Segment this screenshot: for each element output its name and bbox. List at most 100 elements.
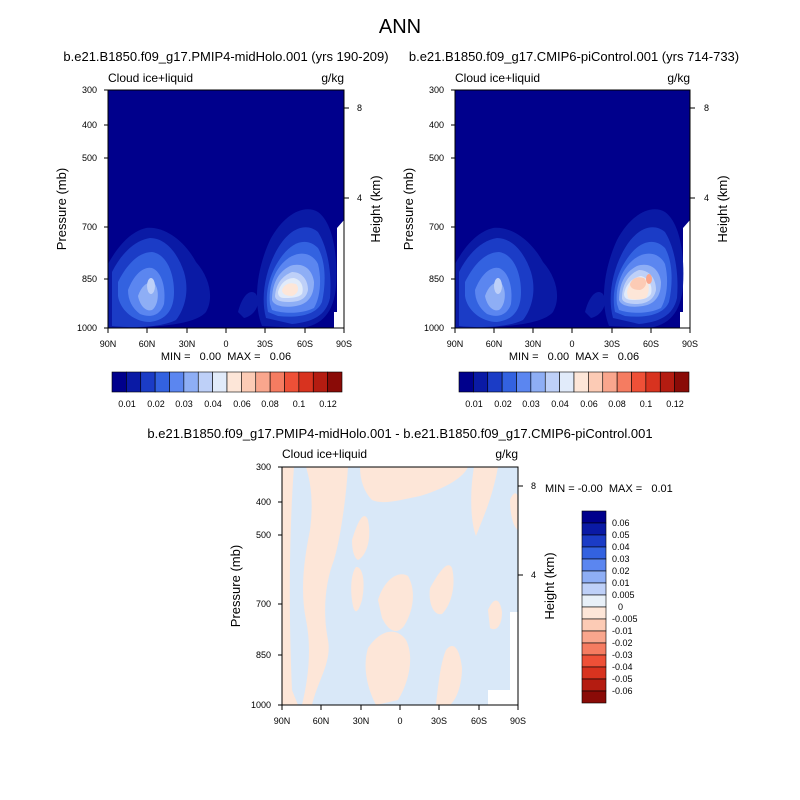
y-axis-right: 8 4 Height (km) — [344, 103, 383, 243]
colorbar-swatch — [559, 371, 575, 393]
units-label: g/kg — [321, 71, 344, 85]
colorbar-label: 0.04 — [551, 399, 569, 409]
panel-title: b.e21.B1850.f09_g17.CMIP6-piControl.001 … — [409, 49, 739, 64]
colorbar-swatch — [581, 534, 607, 548]
colorbar-swatch — [140, 371, 156, 393]
x-tick-label: 60S — [643, 339, 659, 349]
variable-label: Cloud ice+liquid — [455, 71, 540, 85]
colorbar-swatch — [581, 546, 607, 560]
panel-title: b.e21.B1850.f09_g17.PMIP4-midHolo.001 - … — [147, 426, 652, 441]
colorbar-label: -0.02 — [612, 638, 633, 648]
height-axis-label: Height (km) — [542, 552, 557, 619]
colorbar-swatch — [473, 371, 489, 393]
colorbar-swatch — [581, 594, 607, 608]
colorbar-label: 0.03 — [612, 554, 630, 564]
positive-anomaly-regions — [282, 467, 518, 705]
colorbar-label: 0.01 — [612, 578, 630, 588]
colorbar-swatch — [581, 630, 607, 644]
panel-picontrol: b.e21.B1850.f09_g17.CMIP6-piControl.001 … — [401, 49, 739, 409]
colorbar-swatch — [516, 371, 532, 393]
x-tick-label: 30S — [257, 339, 273, 349]
colorbar-swatch — [581, 510, 607, 524]
colorbar-swatch — [674, 371, 690, 393]
colorbar-label: 0.1 — [293, 399, 306, 409]
colorbar-label: 0.03 — [175, 399, 193, 409]
x-tick-label: 90S — [336, 339, 352, 349]
variable-label: Cloud ice+liquid — [108, 71, 193, 85]
colorbar-swatch — [212, 371, 228, 393]
colorbar-swatch — [645, 371, 661, 393]
y-tick-label: 500 — [256, 530, 271, 540]
colorbar-label: 0.02 — [147, 399, 165, 409]
x-tick-label: 60N — [139, 339, 156, 349]
y-tick-label: 850 — [256, 650, 271, 660]
colorbar-swatch — [581, 618, 607, 632]
height-tick-label: 8 — [531, 481, 536, 491]
colorbar-swatch — [487, 371, 503, 393]
colorbar-label: 0.06 — [233, 399, 251, 409]
colorbar-label: -0.03 — [612, 650, 633, 660]
colorbar-label: -0.06 — [612, 686, 633, 696]
figure-title: ANN — [379, 16, 421, 38]
panel-midholo: b.e21.B1850.f09_g17.PMIP4-midHolo.001 (y… — [54, 49, 389, 409]
variable-label: Cloud ice+liquid — [282, 447, 367, 461]
colorbar-label: -0.005 — [612, 614, 638, 624]
colorbar-label: 0.03 — [522, 399, 540, 409]
y-tick-label: 300 — [82, 85, 97, 95]
contour-right-maximum — [256, 209, 337, 328]
x-tick-label: 30N — [525, 339, 542, 349]
y-tick-label: 700 — [429, 222, 444, 232]
x-tick-label: 30N — [179, 339, 196, 349]
min-max-stats: MIN = 0.00 MAX = 0.06 — [161, 351, 291, 363]
colorbar-label: 0.06 — [580, 399, 598, 409]
contour-left-maximum — [108, 227, 259, 328]
colorbar-label: 0.12 — [666, 399, 684, 409]
colorbar-swatch — [226, 371, 242, 393]
x-tick-label: 30S — [604, 339, 620, 349]
colorbar-label: 0.01 — [118, 399, 136, 409]
x-axis: 90N 60N 30N 0 30S 60S 90S — [100, 328, 352, 349]
contour-field — [455, 90, 690, 328]
colorbar-swatch — [581, 654, 607, 668]
colorbar-label: -0.01 — [612, 626, 633, 636]
missing-region — [488, 690, 510, 705]
missing-region — [334, 220, 344, 328]
units-label: g/kg — [495, 447, 518, 461]
x-tick-label: 90N — [447, 339, 464, 349]
colorbar-swatch — [241, 371, 257, 393]
y-tick-label: 500 — [82, 153, 97, 163]
y-axis-label: Pressure (mb) — [401, 168, 416, 250]
min-max-stats: MIN = 0.00 MAX = 0.06 — [509, 351, 639, 363]
y-tick-label: 1000 — [77, 323, 97, 333]
x-tick-label: 30S — [431, 716, 447, 726]
colorbar-label: 0 — [618, 602, 623, 612]
colorbar-label: 0.02 — [612, 566, 630, 576]
colorbar: 0.01 0.02 0.03 0.04 0.06 0.08 0.1 0.12 — [111, 371, 343, 409]
colorbar-swatch — [544, 371, 560, 393]
colorbar-swatch — [631, 371, 647, 393]
y-tick-label: 300 — [256, 462, 271, 472]
colorbar-swatch — [169, 371, 185, 393]
colorbar-swatch — [581, 558, 607, 572]
y-tick-label: 700 — [82, 222, 97, 232]
x-tick-label: 0 — [569, 339, 574, 349]
y-tick-label: 1000 — [251, 700, 271, 710]
x-tick-label: 90N — [100, 339, 117, 349]
height-tick-label: 8 — [704, 103, 709, 113]
colorbar-swatch — [581, 582, 607, 596]
colorbar-swatch — [197, 371, 213, 393]
colorbar-label: 0.05 — [612, 530, 630, 540]
y-tick-label: 300 — [429, 85, 444, 95]
y-axis-left: 300 400 500 700 850 1000 Pressure (mb) — [401, 85, 455, 333]
colorbar-label: -0.04 — [612, 662, 633, 672]
missing-region — [680, 220, 690, 328]
colorbar-swatch — [581, 522, 607, 536]
contour-field — [282, 467, 518, 705]
contour-left-maximum — [455, 227, 606, 328]
colorbar-label: 0.08 — [261, 399, 279, 409]
colorbar-swatch — [530, 371, 546, 393]
colorbar-swatch — [327, 371, 343, 393]
colorbar-label: 0.12 — [319, 399, 337, 409]
colorbar-swatch — [458, 371, 474, 393]
